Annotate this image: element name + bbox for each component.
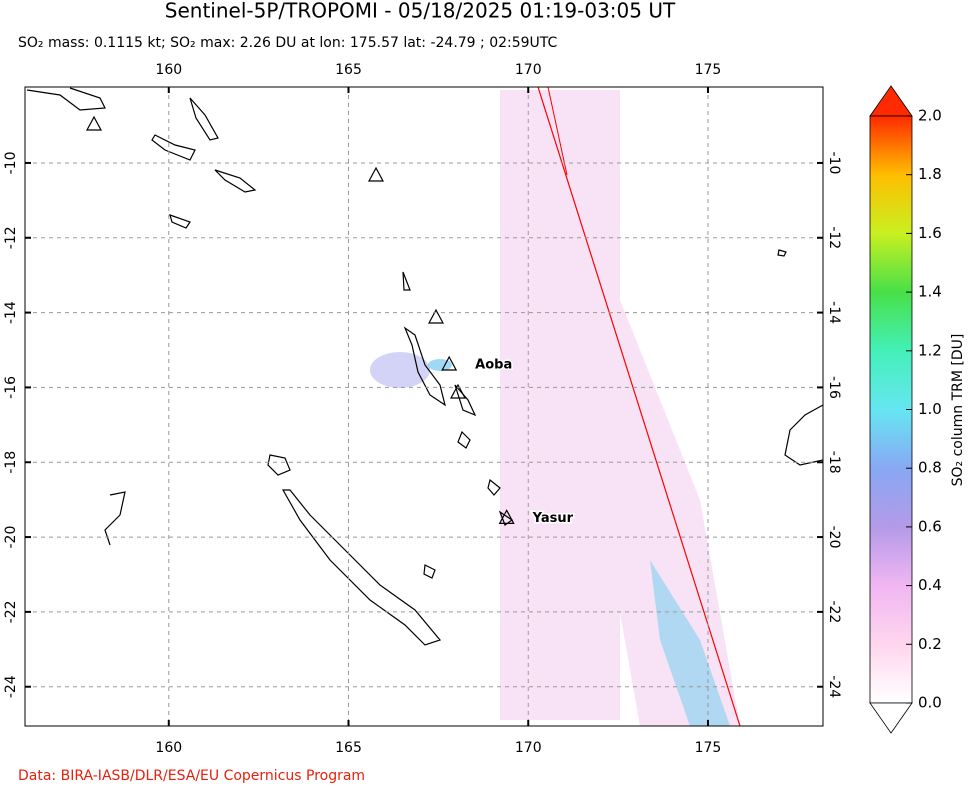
y-tick-label: -24 [3, 675, 19, 698]
subtitle: SO₂ mass: 0.1115 kt; SO₂ max: 2.26 DU at… [18, 35, 558, 51]
y-tick-label: -20 [826, 526, 842, 549]
volcano-marker [441, 355, 458, 371]
x-tick-label: 165 [335, 62, 362, 78]
x-tick-label: 170 [515, 62, 542, 78]
volcano-label: Yasur [532, 511, 574, 526]
colorbar-tick-label: 0.8 [918, 459, 942, 477]
y-tick-label: -10 [826, 152, 842, 175]
y-tick-label: -12 [3, 226, 19, 249]
colorbar-tick-label: 1.6 [918, 224, 942, 242]
map-layer [26, 87, 823, 726]
x-tick-label: 175 [695, 740, 722, 756]
colorbar-tick-label: 1.2 [918, 341, 942, 359]
orbit-edge [537, 87, 741, 726]
y-tick-label: -18 [826, 451, 842, 474]
volcano-label: Aoba [475, 357, 512, 372]
colorbar-label: SO₂ column TRM [DU] [950, 334, 966, 487]
x-tick-label: 170 [515, 740, 542, 756]
y-tick-label: -22 [3, 600, 19, 623]
volcano-marker [498, 509, 515, 524]
colorbar-tick-label: 0.6 [918, 517, 942, 535]
y-tick-label: -14 [826, 301, 842, 324]
orbit-edge [547, 87, 568, 176]
x-tick-label: 175 [695, 62, 722, 78]
x-tick-label: 160 [155, 740, 182, 756]
y-tick-label: -12 [826, 226, 842, 249]
colorbar-tick-label: 0.2 [918, 635, 942, 653]
title: Sentinel-5P/TROPOMI - 05/18/2025 01:19-0… [165, 0, 676, 23]
colorbar [869, 115, 913, 704]
colorbar-tick-label: 0.4 [918, 576, 942, 594]
y-tick-label: -16 [826, 376, 842, 399]
colorbar-extend-high [869, 85, 913, 117]
x-tick-label: 160 [155, 62, 182, 78]
y-tick-label: -24 [826, 675, 842, 698]
colorbar-tick-label: 0.0 [918, 694, 942, 712]
colorbar-tick-label: 1.4 [918, 283, 942, 301]
y-tick-label: -20 [3, 526, 19, 549]
y-tick-label: -14 [3, 301, 19, 324]
y-tick-label: -18 [3, 451, 19, 474]
plot-frame [24, 86, 824, 727]
credit: Data: BIRA-IASB/DLR/ESA/EU Copernicus Pr… [18, 768, 365, 784]
y-tick-label: -16 [3, 376, 19, 399]
so2-signal [370, 90, 740, 726]
coastlines [26, 87, 823, 646]
y-tick-label: -10 [3, 152, 19, 175]
colorbar-extend-low [869, 702, 913, 734]
colorbar-tick-label: 1.0 [918, 400, 942, 418]
y-tick-label: -22 [826, 600, 842, 623]
x-tick-label: 165 [335, 740, 362, 756]
colorbar-tick-label: 1.8 [918, 165, 942, 183]
other-volcanoes [85, 115, 467, 399]
colorbar-tick-label: 2.0 [918, 107, 942, 125]
